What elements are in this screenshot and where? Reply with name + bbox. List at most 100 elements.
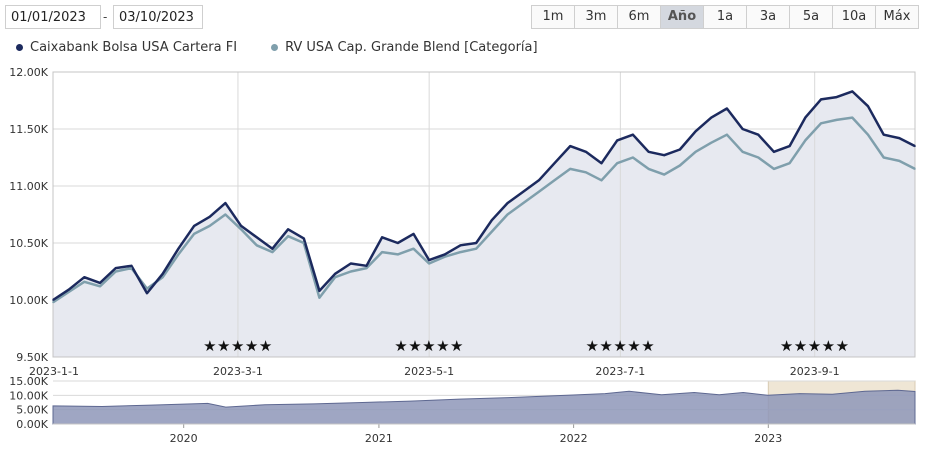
range-button-6m[interactable]: 6m <box>618 6 661 28</box>
range-button-5a[interactable]: 5a <box>790 6 833 28</box>
fund-data-point <box>788 145 791 147</box>
fund-data-point <box>334 272 336 275</box>
navigator-x-tick-label: 2020 <box>170 432 198 445</box>
fund-data-point <box>835 96 838 98</box>
range-button-3a[interactable]: 3a <box>747 6 790 28</box>
category-data-point <box>349 270 352 273</box>
legend-item-fund[interactable]: Caixabank Bolsa USA Cartera FI <box>16 40 237 55</box>
fund-data-point <box>882 133 885 136</box>
fund-data-point <box>647 151 650 153</box>
fund-data-point <box>130 265 133 267</box>
range-button-max[interactable]: Máx <box>876 6 918 28</box>
fund-data-point <box>83 276 86 279</box>
category-data-point <box>569 168 571 170</box>
range-button-10a[interactable]: 10a <box>833 6 876 28</box>
category-data-point <box>600 179 603 182</box>
category-data-point <box>820 122 822 125</box>
range-button-1a[interactable]: 1a <box>704 6 747 28</box>
range-selector: 1m 3m 6m Año 1a 3a 5a 10a Máx <box>531 5 919 29</box>
date-to-input[interactable]: 03/10/2023 <box>113 5 203 29</box>
fund-data-point <box>475 242 477 244</box>
fund-data-point <box>381 236 383 239</box>
fund-area <box>53 91 915 358</box>
fund-data-point <box>506 202 509 204</box>
fund-data-point <box>99 282 101 284</box>
fund-data-point <box>491 219 493 221</box>
legend-item-category[interactable]: RV USA Cap. Grande Blend [Categoría] <box>271 40 538 55</box>
fund-data-point <box>710 116 713 119</box>
y-tick-label: 10.00K <box>9 294 48 307</box>
navigator-y-tick-label: 0.00K <box>16 418 48 431</box>
legend-marker-fund <box>16 44 23 51</box>
category-data-point <box>914 168 916 170</box>
category-data-point <box>898 160 901 162</box>
category-data-point <box>255 244 258 247</box>
fund-data-point <box>271 247 274 250</box>
y-tick-label: 9.50K <box>16 351 48 364</box>
fund-data-point <box>538 179 540 182</box>
range-button-ytd[interactable]: Año <box>661 6 704 28</box>
fund-data-point <box>914 145 916 147</box>
category-data-point <box>240 228 242 231</box>
category-data-point <box>647 168 650 170</box>
fund-data-point <box>459 244 462 247</box>
x-tick-label: 2023-3-1 <box>213 365 263 378</box>
category-data-point <box>475 247 477 250</box>
navigator-y-tick-label: 10.00K <box>9 389 48 402</box>
category-data-point <box>365 267 368 269</box>
fund-data-point <box>318 290 321 292</box>
fund-data-point <box>757 133 760 136</box>
navigator-x-tick-label: 2023 <box>754 432 782 445</box>
category-data-point <box>694 151 697 153</box>
fund-data-point <box>867 105 869 107</box>
fund-data-point <box>600 162 603 164</box>
category-data-point <box>334 276 336 279</box>
category-data-point <box>67 291 70 293</box>
date-from-input[interactable]: 01/01/2023 <box>5 5 101 29</box>
category-data-point <box>146 287 148 290</box>
fund-data-point <box>114 267 117 269</box>
fund-data-point <box>287 228 289 231</box>
category-data-point <box>193 233 195 235</box>
category-data-point <box>161 276 164 279</box>
fund-data-point <box>224 202 227 204</box>
range-button-1m[interactable]: 1m <box>532 6 575 28</box>
chart-legend: Caixabank Bolsa USA Cartera FI RV USA Ca… <box>16 40 572 55</box>
date-separator: - <box>103 10 108 24</box>
category-data-point <box>287 235 289 237</box>
rating-stars: ★★★★★ <box>780 337 850 355</box>
fund-data-point <box>663 154 666 157</box>
category-data-point <box>208 225 211 227</box>
fund-data-point <box>726 107 728 110</box>
category-data-point <box>428 262 430 265</box>
category-data-point <box>663 173 666 176</box>
category-data-point <box>271 251 274 253</box>
fund-data-point <box>428 259 430 261</box>
fund-data-point <box>349 262 352 265</box>
category-data-point <box>538 190 540 193</box>
navigator-x-tick-label: 2021 <box>365 432 393 445</box>
category-data-point <box>773 168 775 170</box>
fund-data-point <box>177 247 180 250</box>
category-data-point <box>114 270 117 273</box>
fund-data-point <box>302 237 305 240</box>
plot-border <box>52 71 916 358</box>
category-data-point <box>804 139 807 142</box>
legend-label-fund: Caixabank Bolsa USA Cartera FI <box>30 40 238 55</box>
category-data-point <box>52 301 54 304</box>
fund-data-point <box>444 253 446 256</box>
category-data-point <box>224 213 227 216</box>
x-tick-label: 2023-7-1 <box>595 365 645 378</box>
category-data-point <box>397 253 399 256</box>
fund-data-point <box>851 90 854 93</box>
category-data-point <box>381 251 383 253</box>
category-data-point <box>553 179 556 182</box>
fund-data-point <box>67 288 70 291</box>
x-tick-label: 2023-5-1 <box>404 365 454 378</box>
rating-stars: ★★★★★ <box>394 337 464 355</box>
range-button-3m[interactable]: 3m <box>575 6 618 28</box>
category-data-point <box>491 230 493 233</box>
category-data-point <box>130 267 133 269</box>
fund-data-point <box>208 215 211 218</box>
fund-data-point <box>569 145 571 147</box>
